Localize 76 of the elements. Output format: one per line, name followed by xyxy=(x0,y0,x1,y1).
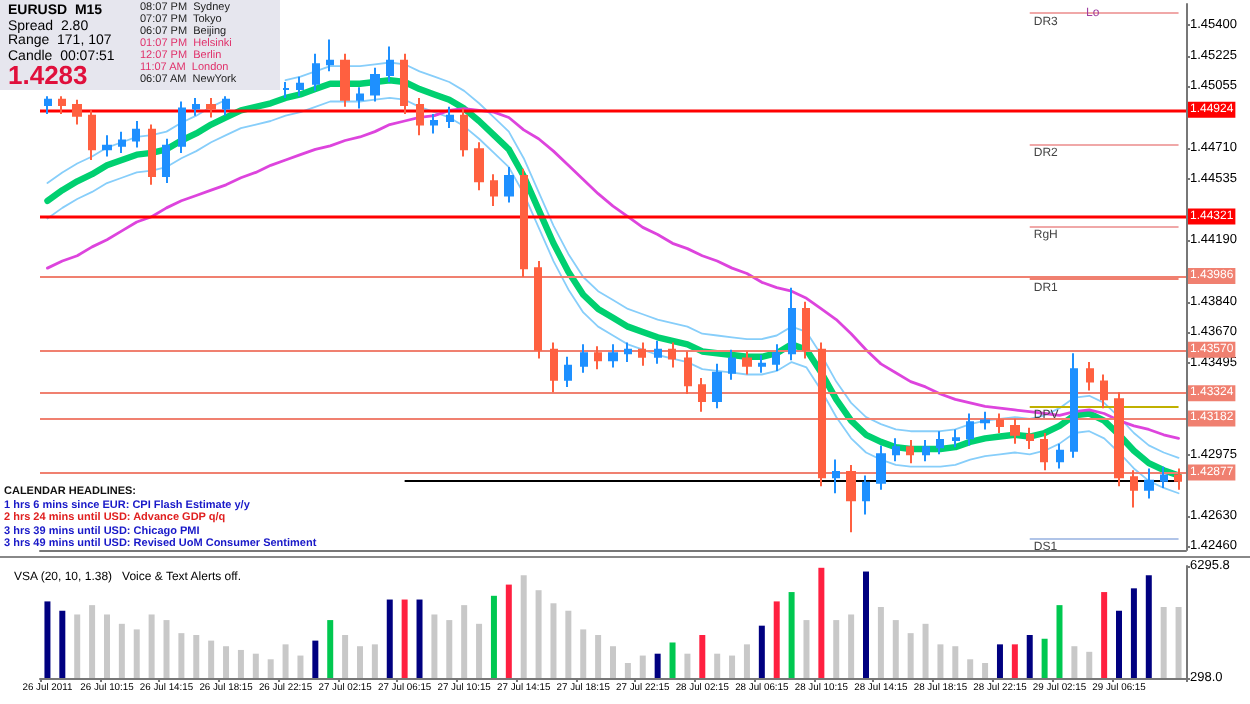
candlestick xyxy=(58,95,66,115)
candlestick xyxy=(356,86,364,110)
candlestick xyxy=(742,350,752,376)
candlestick xyxy=(340,52,350,108)
candlestick xyxy=(862,474,870,516)
candlestick xyxy=(564,355,572,388)
candlestick xyxy=(178,100,186,154)
candlestick xyxy=(818,341,826,488)
candlestick xyxy=(684,350,692,395)
candlestick xyxy=(728,348,736,381)
candlestick xyxy=(580,343,588,374)
candlestick xyxy=(312,52,320,92)
candlestick xyxy=(162,137,170,185)
candlestick xyxy=(490,173,498,208)
candlestick xyxy=(892,437,900,463)
candlestick xyxy=(654,339,662,365)
candlestick xyxy=(802,300,810,360)
candlestick xyxy=(72,98,82,126)
candlestick xyxy=(1114,391,1124,488)
candlestick xyxy=(638,341,646,367)
candlestick xyxy=(966,412,974,447)
candlestick xyxy=(386,45,394,83)
candlestick xyxy=(608,343,618,369)
candlestick xyxy=(1160,465,1168,489)
candlestick xyxy=(1056,442,1064,470)
candlestick xyxy=(370,66,380,103)
candlestick xyxy=(118,130,126,154)
candlestick xyxy=(296,75,304,98)
candlestick xyxy=(772,343,780,372)
candlestick xyxy=(624,341,632,364)
candlestick xyxy=(416,96,424,137)
candlestick xyxy=(102,134,112,158)
candlestick xyxy=(788,286,796,362)
candlestick xyxy=(400,52,408,115)
candlestick xyxy=(906,439,914,465)
candlestick xyxy=(698,377,706,413)
candlestick xyxy=(1086,361,1094,392)
candlestick xyxy=(88,109,96,161)
line-series xyxy=(46,107,1180,440)
candlestick xyxy=(206,96,216,119)
candlestick xyxy=(520,167,528,278)
candlestick xyxy=(326,38,334,73)
candlestick xyxy=(44,95,52,115)
candlestick xyxy=(594,345,602,371)
candlestick xyxy=(952,428,960,449)
candlestick xyxy=(846,463,856,534)
candlestick xyxy=(832,458,840,495)
candlestick xyxy=(1130,469,1138,509)
candlestick xyxy=(1040,432,1048,472)
candlestick xyxy=(132,120,140,149)
candlestick xyxy=(282,81,290,99)
candlestick xyxy=(996,412,1004,434)
candlestick xyxy=(460,107,468,158)
candlestick xyxy=(1010,417,1020,445)
candlestick xyxy=(1144,467,1154,500)
candlestick xyxy=(758,354,766,374)
candlestick xyxy=(936,430,944,456)
candlestick xyxy=(504,166,514,204)
candlestick xyxy=(876,444,886,491)
candlestick xyxy=(550,341,558,394)
candlestick xyxy=(922,439,930,463)
annotation: 1.4283 xyxy=(8,60,88,90)
candlestick xyxy=(192,96,200,117)
candlestick xyxy=(534,260,542,360)
candlestick xyxy=(1100,373,1108,410)
candlestick xyxy=(222,95,230,117)
candlestick xyxy=(980,410,990,431)
candlestick xyxy=(1174,467,1182,491)
candlestick xyxy=(668,341,676,369)
candlestick xyxy=(1070,352,1078,459)
candlestick xyxy=(446,105,454,130)
candlestick xyxy=(1026,426,1034,450)
candlestick xyxy=(430,112,438,135)
candlestick xyxy=(474,141,484,192)
candlestick xyxy=(148,123,156,186)
candlestick xyxy=(712,362,722,410)
